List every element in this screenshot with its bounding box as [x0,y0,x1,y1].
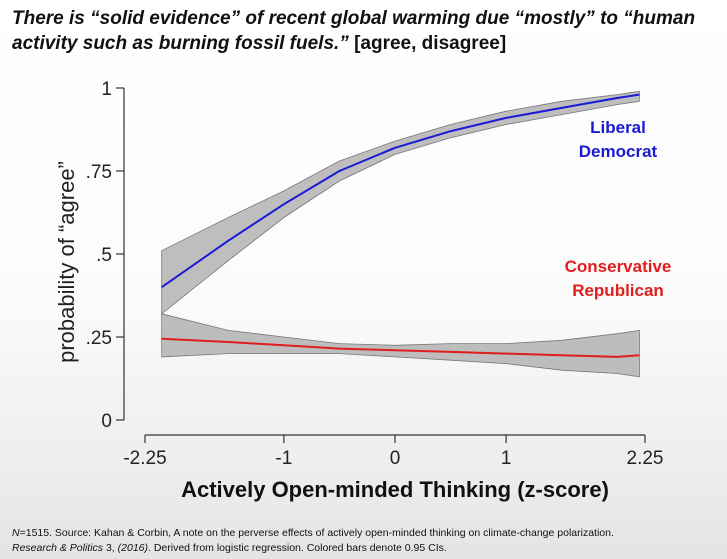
x-tick-label: 1 [501,448,512,469]
series-label: Republican [572,281,664,300]
series-label: Liberal [590,118,646,137]
footnote-volume: 3, [103,542,118,554]
footnote-n: N [12,527,20,539]
series-lines [161,93,640,358]
x-ticks: -2.25 -1 0 1 2.25 [123,435,663,469]
y-tick-label: 0 [101,411,112,432]
y-tick-label: .25 [86,328,112,349]
x-tick-label: 0 [390,448,401,469]
series-label: Conservative [565,257,672,276]
series-line-1 [161,337,640,358]
footnote-method: . Derived from logistic regression. Colo… [148,542,447,554]
confidence-band-1 [161,313,640,378]
x-tick-label: 2.25 [627,448,664,469]
chart-plot: 0 .25 .5 .75 1 -2.25 -1 0 1 2.25 probability of … [54,79,672,502]
footnote-source: =1515. Source: Kahan & Corbin, A note on… [19,527,614,539]
confidence-band-0 [161,90,640,315]
x-tick-label: -2.25 [123,448,166,469]
x-tick-label: -1 [275,448,292,469]
footnote-line-2: Research & Politics 3, (2016). Derived f… [12,541,722,556]
footnote-line-1: N=1515. Source: Kahan & Corbin, A note o… [12,526,722,541]
y-axis-label: probability of “agree” [54,161,79,363]
series-line-0 [161,93,640,289]
x-axis-label: Actively Open-minded Thinking (z-score) [181,477,609,502]
confidence-bands [161,90,640,378]
response-options: [agree, disagree] [354,33,507,54]
footnote-journal: Research & Politics [12,542,104,554]
survey-question: There is “solid evidence” of recent glob… [12,8,696,54]
y-tick-label: .75 [86,162,112,183]
series-labels: Liberal Democrat Conservative Republican [565,118,672,300]
chart-title: There is “solid evidence” of recent glob… [12,6,717,56]
series-label: Democrat [579,142,658,161]
footnote-year: (2016) [117,542,148,554]
y-ticks: 0 .25 .5 .75 1 [86,79,124,432]
y-tick-label: 1 [101,79,112,100]
source-footnote: N=1515. Source: Kahan & Corbin, A note o… [12,526,722,556]
y-tick-label: .5 [96,245,112,266]
